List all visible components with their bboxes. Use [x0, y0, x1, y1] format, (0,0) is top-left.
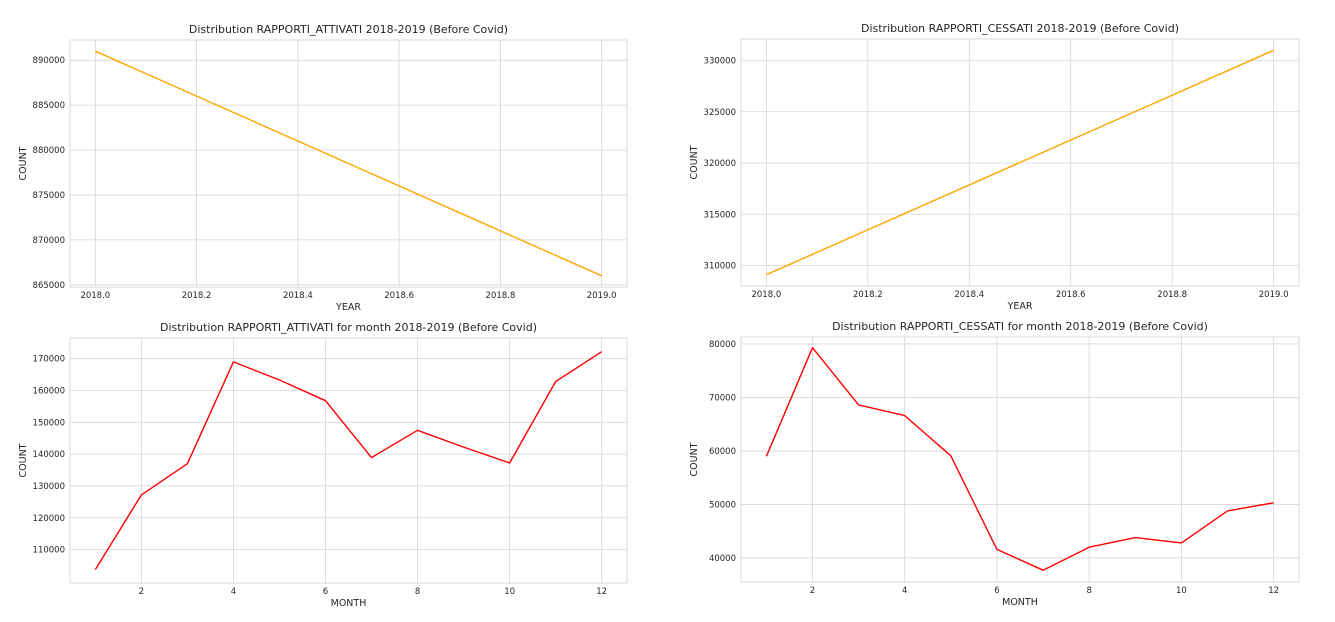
x-tick-label: 4 [231, 587, 236, 597]
plot-frame [740, 38, 1300, 287]
plot-frame [69, 39, 628, 288]
x-tick-label: 10 [1176, 586, 1187, 596]
x-tick-label: 8 [415, 587, 420, 597]
plot-frame [740, 336, 1300, 583]
y-tick-label: 880000 [33, 146, 65, 156]
y-tick-label: 870000 [33, 236, 65, 246]
x-tick-label: 2019.0 [1259, 290, 1289, 300]
y-tick-label: 40000 [709, 554, 736, 564]
chart-panel-3: 2 4 6 8 10 12 110000 120000 130000 140000 150000 16… [18, 321, 628, 609]
chart-title: Distribution RAPPORTI_CESSATI 2018-2019 … [861, 22, 1179, 35]
chart-panel-2: 2018.0 2018.2 2018.4 2018.6 2018.8 2019.0 3100… [689, 22, 1300, 312]
y-tick-label: 110000 [33, 546, 65, 556]
y-tick-label: 120000 [33, 514, 65, 524]
y-tick-label: 140000 [33, 450, 65, 460]
x-tick-label: 2018.6 [1056, 290, 1086, 300]
x-tick-label: 2018.0 [751, 290, 781, 300]
x-axis-label: MONTH [331, 598, 367, 609]
series-line-1 [94, 351, 603, 570]
x-tick-label: 2018.8 [1157, 290, 1187, 300]
series-line-1 [765, 347, 1274, 571]
y-tick-label: 70000 [709, 393, 736, 403]
y-axis-label: COUNT [689, 145, 700, 179]
x-tick-label: 2018.6 [384, 291, 414, 301]
plot-frame [69, 337, 628, 584]
x-tick-label: 2018.0 [80, 291, 110, 301]
y-tick-label: 890000 [33, 56, 65, 66]
y-tick-label: 310000 [704, 262, 736, 272]
x-tick-label: 4 [902, 586, 907, 596]
x-tick-label: 2018.2 [182, 291, 212, 301]
x-tick-label: 2018.8 [486, 291, 516, 301]
y-tick-label: 320000 [704, 159, 736, 169]
x-axis-label: YEAR [335, 302, 361, 313]
y-tick-label: 330000 [704, 57, 736, 67]
x-axis-label: YEAR [1007, 301, 1033, 312]
y-tick-label: 865000 [33, 281, 65, 291]
y-tick-label: 885000 [33, 101, 65, 111]
y-tick-label: 875000 [33, 191, 65, 201]
chart-title: Distribution RAPPORTI_ATTIVATI for month… [160, 321, 537, 334]
y-tick-label: 80000 [709, 340, 736, 350]
chart-title: Distribution RAPPORTI_ATTIVATI 2018-2019… [189, 23, 508, 36]
x-tick-label: 2018.4 [954, 290, 984, 300]
y-tick-label: 170000 [33, 355, 65, 365]
x-tick-label: 2018.2 [853, 290, 883, 300]
y-axis-label: COUNT [18, 146, 29, 180]
y-tick-label: 325000 [704, 108, 736, 118]
y-tick-label: 315000 [704, 210, 736, 220]
x-tick-label: 2 [810, 586, 815, 596]
y-tick-label: 60000 [709, 447, 736, 457]
x-tick-label: 10 [504, 587, 515, 597]
x-tick-label: 12 [596, 587, 607, 597]
y-axis-label: COUNT [18, 443, 29, 477]
x-axis-label: MONTH [1002, 597, 1038, 608]
y-tick-label: 150000 [33, 418, 65, 428]
x-tick-label: 2018.4 [283, 291, 313, 301]
x-tick-label: 6 [994, 586, 999, 596]
chart-title: Distribution RAPPORTI_CESSATI for month … [832, 320, 1208, 333]
y-tick-label: 160000 [33, 387, 65, 397]
x-tick-label: 8 [1086, 586, 1091, 596]
y-tick-label: 130000 [33, 482, 65, 492]
series-line-1 [95, 50, 602, 277]
x-tick-label: 2 [139, 587, 144, 597]
x-tick-label: 12 [1268, 586, 1279, 596]
x-tick-label: 2019.0 [587, 291, 617, 301]
y-tick-label: 50000 [709, 500, 736, 510]
x-tick-label: 6 [323, 587, 328, 597]
series-line-1 [766, 49, 1274, 276]
chart-panel-1: 2018.0 2018.2 2018.4 2018.6 2018.8 2019.0 8650… [18, 23, 628, 313]
chart-panel-4: 2 4 6 8 10 12 40000 50000 60000 70000 80000 Distrib… [689, 320, 1300, 608]
y-axis-label: COUNT [689, 442, 700, 476]
